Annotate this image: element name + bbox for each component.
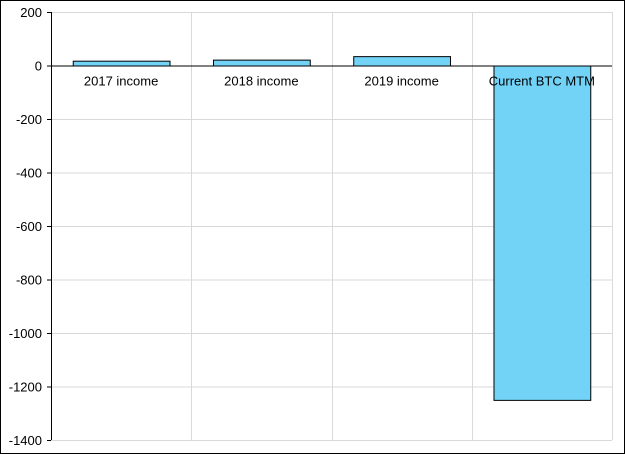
y-tick-label: -600 bbox=[16, 219, 42, 234]
category-label: 2018 income bbox=[224, 74, 298, 89]
bar bbox=[212, 59, 311, 67]
bar bbox=[493, 65, 592, 401]
y-tick-label: -1400 bbox=[9, 433, 42, 448]
bar bbox=[353, 56, 452, 67]
y-tick-label: -800 bbox=[16, 273, 42, 288]
y-tick-label: -1000 bbox=[9, 326, 42, 341]
category-label: 2019 income bbox=[364, 74, 438, 89]
category-labels: 2017 income 2018 income 2019 income Current… bbox=[84, 74, 595, 89]
y-tick-label: -200 bbox=[16, 112, 42, 127]
y-tick-label: 200 bbox=[20, 5, 42, 20]
category-label: 2017 income bbox=[84, 74, 158, 89]
y-tick-label: 0 bbox=[35, 59, 42, 74]
bar bbox=[72, 60, 171, 67]
y-tick-label: -1200 bbox=[9, 380, 42, 395]
category-label: Current BTC MTM bbox=[489, 74, 595, 89]
bars bbox=[72, 56, 592, 401]
y-tick-label: -400 bbox=[16, 166, 42, 181]
